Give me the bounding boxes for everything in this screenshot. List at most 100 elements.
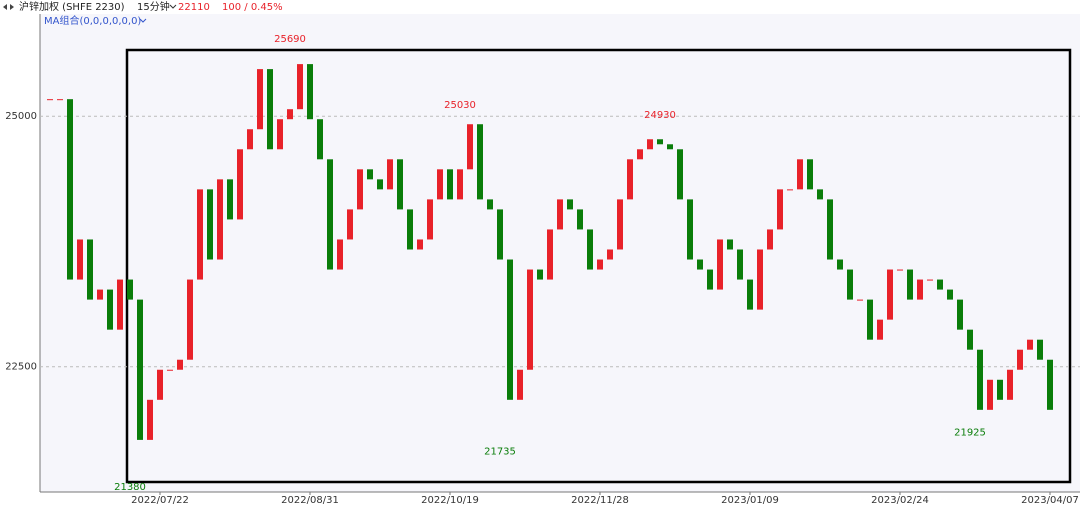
candle-body bbox=[417, 239, 423, 250]
instrument: 沪锌加权 (SHFE 2230) bbox=[19, 0, 125, 13]
candle-body bbox=[447, 169, 453, 200]
candle-body bbox=[217, 179, 223, 260]
candle-body bbox=[297, 64, 303, 110]
candle-body bbox=[117, 279, 123, 330]
candle-body bbox=[207, 189, 213, 260]
candle-body bbox=[247, 129, 253, 150]
candle-body bbox=[1047, 359, 1053, 410]
candle-body bbox=[157, 369, 163, 400]
candle-body bbox=[407, 209, 413, 250]
candle-body bbox=[617, 199, 623, 250]
candle-body bbox=[557, 199, 563, 230]
candle-body bbox=[637, 149, 643, 160]
candle-body bbox=[657, 139, 663, 145]
nav-icon[interactable] bbox=[3, 4, 14, 10]
header: 沪锌加权 (SHFE 2230) 15分钟 22110 100 / 0.45% … bbox=[3, 0, 283, 27]
candle-body bbox=[87, 239, 93, 300]
highlight-box bbox=[125, 48, 1072, 484]
candle-body bbox=[867, 299, 873, 340]
candle-body bbox=[167, 369, 173, 371]
candle-body bbox=[367, 169, 373, 180]
candle-body bbox=[337, 239, 343, 270]
candle-body bbox=[837, 259, 843, 270]
x-tick-label: 2023/01/09 bbox=[721, 495, 779, 506]
x-tick-label: 2023/02/24 bbox=[871, 495, 929, 506]
candle-body bbox=[847, 269, 853, 300]
candle-body bbox=[347, 209, 353, 240]
candle-body bbox=[487, 199, 493, 210]
candle-body bbox=[767, 229, 773, 250]
y-tick-label: 22500 bbox=[5, 362, 37, 373]
extreme-label: 25690 bbox=[274, 34, 306, 45]
candle-body bbox=[817, 189, 823, 200]
candle-body bbox=[477, 124, 483, 200]
candle-body bbox=[607, 249, 613, 260]
x-tick-label: 2022/07/22 bbox=[131, 495, 189, 506]
extreme-label: 21735 bbox=[484, 446, 516, 457]
candle-body bbox=[707, 269, 713, 290]
candle-body bbox=[277, 119, 283, 150]
last-price: 22110 bbox=[178, 2, 210, 13]
candle-body bbox=[127, 279, 133, 300]
candle-body bbox=[467, 124, 473, 170]
candle-body bbox=[977, 349, 983, 410]
candle-body bbox=[797, 159, 803, 190]
candle-body bbox=[177, 359, 183, 370]
dropdown-icon[interactable] bbox=[169, 4, 177, 9]
candle-body bbox=[67, 99, 73, 280]
candle-body bbox=[807, 159, 813, 190]
candle-body bbox=[227, 179, 233, 220]
candle-body bbox=[667, 144, 673, 150]
candle-body bbox=[527, 269, 533, 370]
candle-body bbox=[357, 169, 363, 210]
candle-body bbox=[827, 199, 833, 260]
candle-body bbox=[437, 169, 443, 200]
candle-body bbox=[197, 189, 203, 280]
y-tick-label: 25000 bbox=[5, 111, 37, 122]
candle-body bbox=[257, 69, 263, 130]
extreme-label: 24930 bbox=[644, 110, 676, 121]
x-tick-label: 2022/11/28 bbox=[571, 495, 629, 506]
candle-body bbox=[497, 209, 503, 260]
change: 100 / 0.45% bbox=[222, 2, 283, 13]
candle-body bbox=[1037, 339, 1043, 360]
candle-body bbox=[757, 249, 763, 310]
candle-body bbox=[927, 279, 933, 281]
candle-body bbox=[647, 139, 653, 150]
plot-background bbox=[40, 14, 1080, 492]
candle-body bbox=[397, 159, 403, 210]
candle-body bbox=[107, 289, 113, 330]
period[interactable]: 15分钟 bbox=[137, 0, 170, 13]
candle-body bbox=[47, 99, 53, 101]
candle-body bbox=[737, 249, 743, 280]
candle-body bbox=[747, 279, 753, 310]
candle-body bbox=[887, 269, 893, 320]
extreme-label: 21925 bbox=[954, 427, 986, 438]
candle-body bbox=[307, 64, 313, 120]
candle-body bbox=[967, 329, 973, 350]
candle-body bbox=[947, 289, 953, 300]
candle-body bbox=[787, 189, 793, 191]
candle-body bbox=[957, 299, 963, 330]
candle-body bbox=[317, 119, 323, 160]
candle-body bbox=[537, 269, 543, 280]
candle-body bbox=[1027, 339, 1033, 350]
candle-body bbox=[57, 99, 63, 101]
candle-body bbox=[727, 239, 733, 250]
candle-body bbox=[907, 269, 913, 300]
indicator[interactable]: MA组合(0,0,0,0,0,0) bbox=[44, 14, 141, 27]
candle-body bbox=[597, 259, 603, 270]
candle-body bbox=[917, 279, 923, 300]
dropdown-icon[interactable] bbox=[139, 18, 147, 23]
candle-body bbox=[697, 259, 703, 270]
x-tick-label: 2023/04/07 bbox=[1021, 495, 1079, 506]
candle-body bbox=[777, 189, 783, 230]
candle-body bbox=[987, 379, 993, 410]
candle-body bbox=[677, 149, 683, 200]
candle-body bbox=[937, 279, 943, 290]
candle-body bbox=[507, 259, 513, 400]
candle-body bbox=[997, 379, 1003, 400]
candle-body bbox=[77, 239, 83, 280]
candle-body bbox=[587, 229, 593, 270]
candle-body bbox=[717, 239, 723, 290]
